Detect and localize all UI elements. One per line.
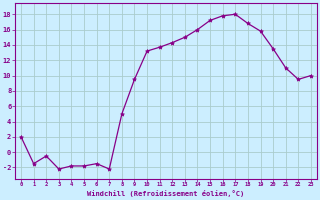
X-axis label: Windchill (Refroidissement éolien,°C): Windchill (Refroidissement éolien,°C) [87,190,244,197]
